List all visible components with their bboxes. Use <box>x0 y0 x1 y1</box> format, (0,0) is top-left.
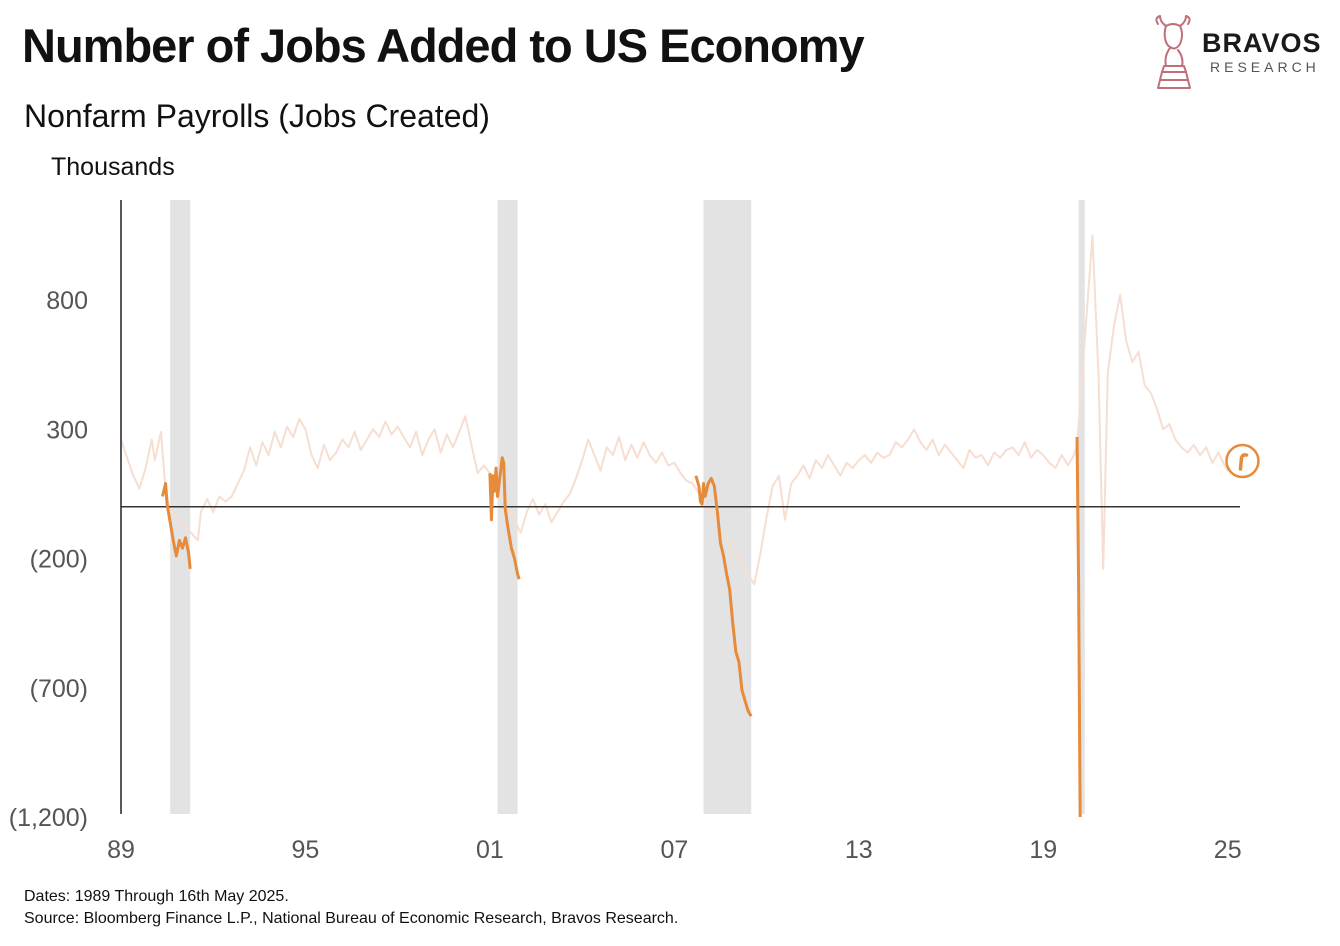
x-tick-label: 89 <box>107 836 135 864</box>
x-tick-label: 07 <box>660 836 688 864</box>
chart-title: Number of Jobs Added to US Economy <box>22 19 865 72</box>
y-axis-label: Thousands <box>51 153 175 181</box>
y-tick-label: (200) <box>30 546 88 574</box>
bull-on-chess-knight-icon <box>1155 15 1191 89</box>
x-tick-label: 01 <box>476 836 504 864</box>
x-tick-label: 95 <box>292 836 320 864</box>
logo-name: BRAVOS <box>1202 28 1322 58</box>
series-line-recession <box>161 482 192 569</box>
footer-source: Source: Bloomberg Finance L.P., National… <box>24 910 679 927</box>
series-line-recession <box>488 456 521 580</box>
logo-subtitle: RESEARCH <box>1210 59 1320 75</box>
y-tick-label: (700) <box>30 675 88 703</box>
y-tick-label: (1,200) <box>9 804 88 832</box>
x-tick-label: 19 <box>1029 836 1057 864</box>
series-line-recession <box>1075 436 1082 818</box>
footer-dates: Dates: 1989 Through 16th May 2025. <box>24 888 289 905</box>
y-tick-label: 300 <box>46 416 88 444</box>
latest-marker-glyph <box>1238 453 1249 471</box>
x-tick-label: 13 <box>845 836 873 864</box>
bravos-logo: BRAVOS RESEARCH <box>1150 14 1330 94</box>
payrolls-chart: 800 300 (200) (700) (1,200) 89 95 01 07 13 19 25 T… <box>9 153 1260 864</box>
x-tick-labels: 89 95 01 07 13 19 25 <box>107 836 1242 864</box>
recession-series <box>161 436 1082 818</box>
chart-subtitle: Nonfarm Payrolls (Jobs Created) <box>24 98 490 134</box>
x-tick-label: 25 <box>1214 836 1242 864</box>
y-tick-labels: 800 300 (200) (700) (1,200) <box>9 287 88 832</box>
latest-value-marker <box>1225 443 1260 479</box>
y-tick-label: 800 <box>46 287 88 315</box>
all-months-series <box>120 234 1239 586</box>
series-line-all-months <box>120 234 1239 586</box>
series-line-recession <box>694 475 753 717</box>
